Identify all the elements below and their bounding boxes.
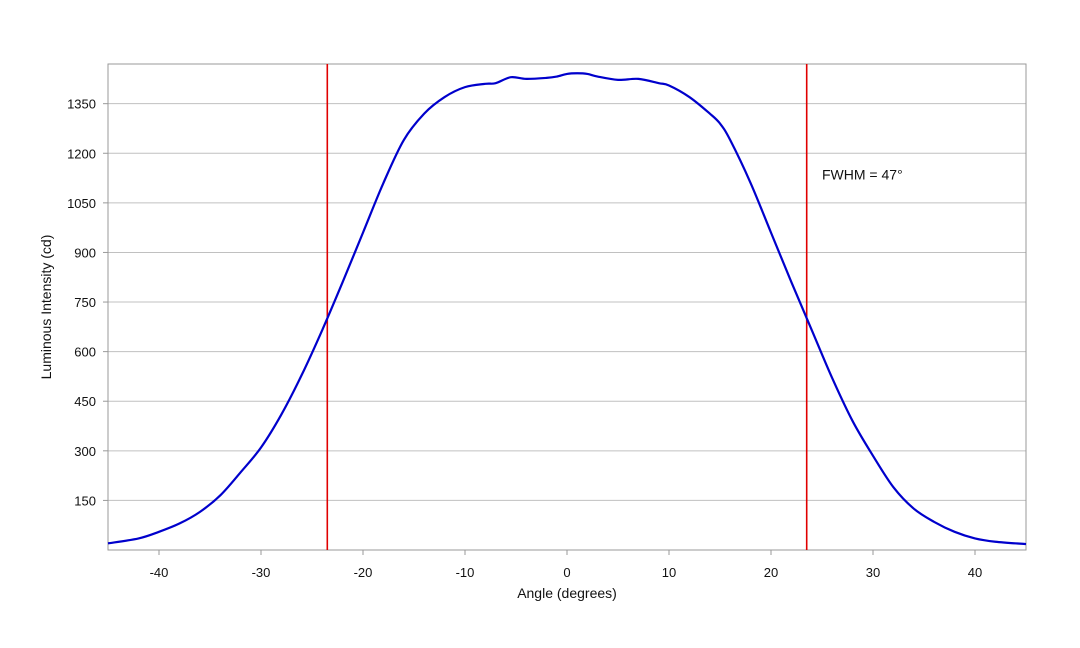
y-tick-label: 1200 [67,146,96,161]
x-tick-label: 0 [563,565,570,580]
fwhm-annotation: FWHM = 47° [822,167,903,183]
y-tick-label: 900 [74,245,96,260]
y-axis-ticks: 150 300 450 600 750 900 1050 1200 1350 [67,97,108,508]
plot-area-border [107,63,1027,551]
y-tick-label: 1350 [67,97,96,112]
y-tick-label: 450 [74,394,96,409]
annotations: FWHM = 47° [822,167,903,183]
y-tick-label: 750 [74,295,96,310]
x-tick-label: -20 [354,565,373,580]
x-tick-label: -40 [150,565,169,580]
x-axis-label: Angle (degrees) [517,585,617,601]
series-layer [107,72,1027,546]
y-axis-label: Luminous Intensity (cd) [38,235,54,380]
y-tick-label: 300 [74,444,96,459]
y-tick-label: 1050 [67,196,96,211]
x-tick-label: -10 [456,565,475,580]
grid-lines [108,103,1026,501]
y-tick-label: 150 [74,493,96,508]
x-tick-label: 30 [866,565,880,580]
x-tick-label: 10 [662,565,676,580]
x-tick-label: 40 [968,565,982,580]
x-tick-label: 20 [764,565,778,580]
fwhm-markers [326,64,808,550]
intensity-curve [107,72,1027,546]
y-tick-label: 600 [74,345,96,360]
x-tick-label: -30 [252,565,271,580]
x-axis-ticks: -40 -30 -20 -10 0 10 20 30 40 [150,550,982,580]
